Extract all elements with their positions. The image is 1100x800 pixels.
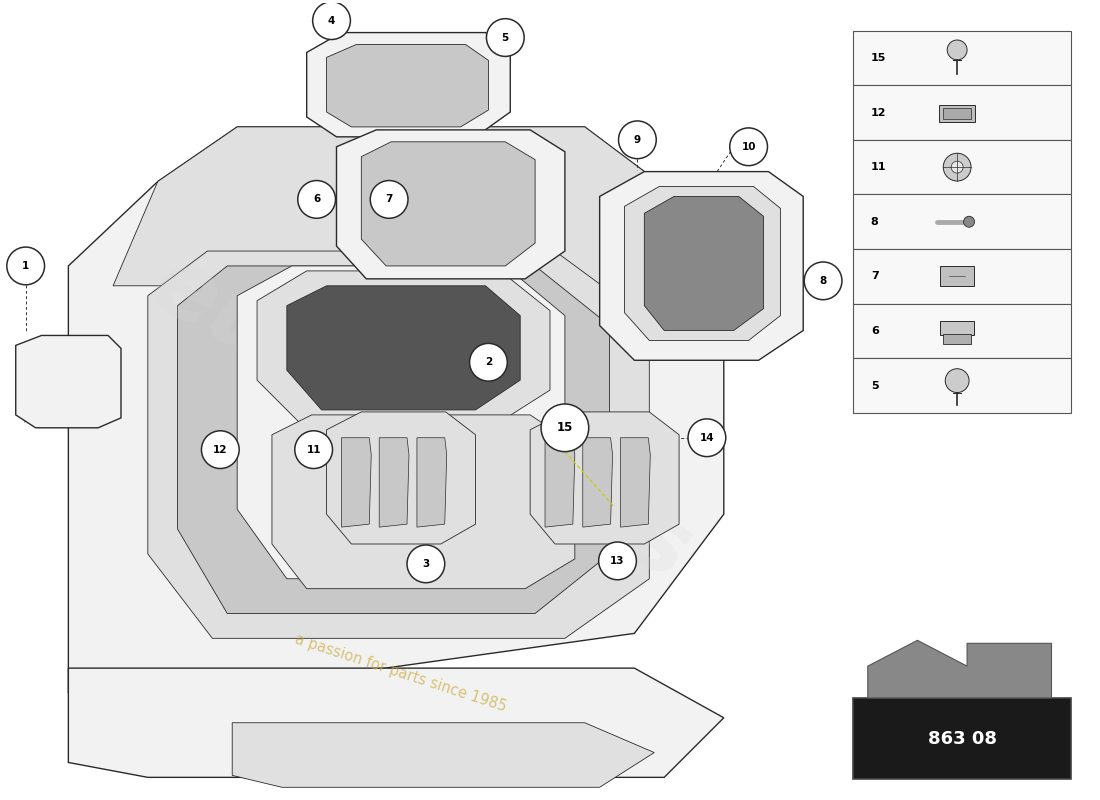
FancyBboxPatch shape (940, 266, 974, 286)
Text: 13: 13 (610, 556, 625, 566)
Text: a passion for parts since 1985: a passion for parts since 1985 (294, 632, 508, 714)
Polygon shape (113, 127, 724, 286)
Text: 4: 4 (328, 16, 336, 26)
Polygon shape (361, 142, 535, 266)
Circle shape (964, 216, 975, 227)
Text: 5: 5 (871, 381, 879, 390)
Polygon shape (417, 438, 447, 527)
Text: 1: 1 (22, 261, 30, 271)
FancyBboxPatch shape (852, 140, 1071, 194)
Text: 12: 12 (213, 445, 228, 454)
Polygon shape (600, 171, 803, 360)
FancyBboxPatch shape (852, 358, 1071, 413)
Polygon shape (544, 438, 575, 527)
Polygon shape (177, 266, 609, 614)
Text: 14: 14 (700, 433, 714, 442)
Text: 7: 7 (385, 194, 393, 205)
Text: 8: 8 (871, 217, 879, 226)
Circle shape (947, 40, 967, 60)
Polygon shape (327, 45, 488, 127)
Circle shape (470, 343, 507, 381)
Polygon shape (645, 197, 763, 330)
Polygon shape (530, 412, 679, 544)
Text: 15: 15 (557, 422, 573, 434)
Text: 5: 5 (502, 33, 509, 42)
Text: 863 08: 863 08 (927, 730, 997, 748)
Circle shape (618, 121, 657, 158)
Circle shape (295, 430, 332, 469)
Polygon shape (620, 438, 650, 527)
FancyBboxPatch shape (852, 30, 1071, 86)
Text: 6: 6 (314, 194, 320, 205)
Circle shape (688, 419, 726, 457)
Circle shape (407, 545, 444, 582)
Circle shape (298, 181, 336, 218)
Text: 9: 9 (634, 135, 641, 145)
Polygon shape (257, 271, 550, 425)
Text: 12: 12 (871, 107, 887, 118)
Circle shape (952, 161, 964, 173)
Polygon shape (272, 415, 575, 589)
FancyBboxPatch shape (940, 321, 974, 335)
Text: 6: 6 (871, 326, 879, 336)
Circle shape (729, 128, 768, 166)
Polygon shape (327, 412, 475, 544)
FancyBboxPatch shape (852, 86, 1071, 140)
Text: eurospares: eurospares (135, 239, 706, 601)
Circle shape (944, 154, 971, 181)
Polygon shape (341, 438, 371, 527)
Circle shape (312, 2, 351, 39)
Circle shape (371, 181, 408, 218)
Circle shape (945, 369, 969, 393)
Circle shape (7, 247, 44, 285)
FancyBboxPatch shape (852, 249, 1071, 304)
Text: 7: 7 (871, 271, 879, 282)
Polygon shape (583, 438, 613, 527)
FancyBboxPatch shape (939, 105, 975, 122)
Text: 10: 10 (741, 142, 756, 152)
Polygon shape (868, 640, 1052, 698)
Text: 3: 3 (422, 559, 429, 569)
Circle shape (598, 542, 637, 580)
FancyBboxPatch shape (944, 334, 971, 344)
FancyBboxPatch shape (852, 194, 1071, 249)
Text: 11: 11 (307, 445, 321, 454)
Text: 2: 2 (485, 358, 492, 367)
Polygon shape (287, 286, 520, 410)
Polygon shape (379, 438, 409, 527)
Polygon shape (232, 722, 654, 787)
Polygon shape (68, 668, 724, 778)
Polygon shape (307, 33, 510, 137)
Circle shape (486, 18, 525, 57)
Polygon shape (337, 130, 565, 279)
Polygon shape (147, 251, 649, 638)
FancyBboxPatch shape (852, 304, 1071, 358)
FancyBboxPatch shape (944, 107, 971, 119)
Text: 11: 11 (871, 162, 887, 172)
Circle shape (804, 262, 842, 300)
FancyBboxPatch shape (852, 698, 1071, 779)
Polygon shape (238, 266, 565, 578)
Circle shape (201, 430, 239, 469)
Text: 15: 15 (871, 53, 887, 63)
Polygon shape (625, 186, 780, 341)
Polygon shape (68, 127, 724, 693)
Polygon shape (15, 335, 121, 428)
Text: 8: 8 (820, 276, 827, 286)
Circle shape (541, 404, 589, 452)
